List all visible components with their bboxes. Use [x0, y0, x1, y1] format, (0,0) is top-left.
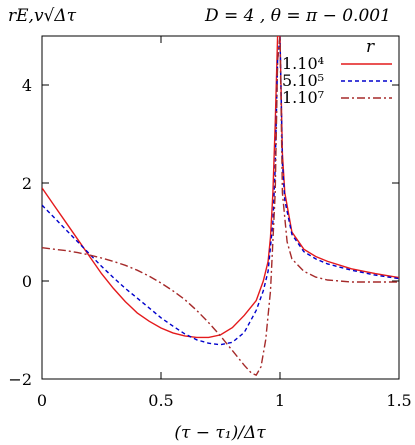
legend-label-1: 1.10⁴ — [282, 54, 324, 73]
x-tick-label: 1 — [275, 391, 285, 410]
y-tick-label: −2 — [8, 370, 32, 389]
y-axis-label: rE,v√Δτ — [8, 6, 77, 26]
series-line-3 — [42, 36, 399, 376]
axis-ticks: 0 0.5 1 1.5 −2 0 2 4 — [8, 36, 412, 410]
legend-entry-3: 1.10⁷ — [282, 88, 392, 107]
y-tick-label: 0 — [22, 272, 32, 291]
legend-title: r — [366, 37, 375, 57]
legend-label-2: 5.10⁵ — [282, 71, 324, 90]
x-axis-label: (τ − τ₁)/Δτ — [174, 423, 266, 443]
series-layer — [42, 36, 399, 376]
legend-entry-2: 5.10⁵ — [282, 71, 392, 90]
series-line-2 — [42, 36, 399, 346]
legend-entry-1: 1.10⁴ — [282, 54, 392, 73]
x-tick-label: 0.5 — [148, 391, 173, 410]
y-tick-label: 4 — [22, 76, 32, 95]
x-tick-label: 0 — [37, 391, 47, 410]
plot-frame — [41, 35, 400, 380]
y-tick-label: 2 — [22, 174, 32, 193]
x-tick-label: 1.5 — [386, 391, 411, 410]
legend-label-3: 1.10⁷ — [282, 88, 324, 107]
series-line-1 — [42, 36, 399, 339]
chart-title: D = 4 , θ = π − 0.001 — [204, 6, 391, 26]
legend: r 1.10⁴ 5.10⁵ 1.10⁷ — [282, 37, 392, 107]
